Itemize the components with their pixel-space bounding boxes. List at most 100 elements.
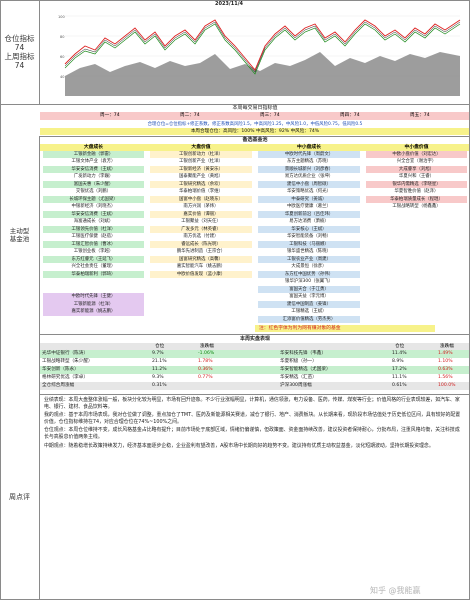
position-label: 仓位指标	[4, 34, 35, 43]
perf-cell: 格林研究优选（李卓）	[42, 375, 88, 380]
perf-row	[40, 366, 470, 374]
pool-cell: 国泰聚能产业（黄旭）	[150, 173, 252, 181]
perf-header-pos-2: 仓位	[395, 344, 405, 349]
formula-line-1: 合理仓位=仓位指标+修正系数，修正系数高风险1.5，中高风险1.25，中风险1.…	[147, 122, 363, 127]
pool-cell: 中欧价值发现（蓝小康）	[150, 270, 252, 279]
perf-cell: 1.78%	[198, 359, 213, 364]
comment-p2: 我的观点：基于本周市场表现，我对仓位做了调整，重点加仓了TMT、医药及新能源相关…	[44, 412, 461, 425]
pool-cell: 银华沪深300（张翼飞）	[258, 278, 360, 286]
pool-cell: 广发多元（林英睿）	[150, 225, 252, 234]
perf-headers: 仓位 涨跌幅 仓位 涨跌幅	[40, 343, 470, 350]
pool-cell: 工银汇智价值（曹冰）	[43, 240, 144, 249]
pool-cell: 长城环保主题（尤国梁）	[43, 195, 144, 204]
perf-cell: 华夏积极（孙一）	[280, 359, 317, 364]
formula-line-2: 本周合理仓位：高风险：100% 中高风险：92% 中风险：74%	[40, 128, 470, 135]
perf-grid: 光华中证银行（陈涛） 9.7% -1.06% 华安科技先锋（韦鑫） 11.4% 1.49%…	[40, 350, 470, 390]
pool-cell: 汇添富价值精选（劳杰男）	[258, 315, 360, 323]
pool-cell: 嘉实新能源（姚志鹏）	[43, 308, 144, 316]
perf-cell: 9.7%	[152, 351, 164, 356]
index-line-green	[64, 23, 461, 75]
pool-cell: 工银战略转型（杨鑫鑫）	[366, 203, 467, 211]
pool-cell: 中欧时代先锋（周蔚文）	[258, 151, 360, 159]
perf-cell: 工银战略转型（朱少醒）	[42, 359, 93, 364]
index-line-red	[64, 19, 461, 71]
pool-headers: 大盘成长 大盘价值 中小盘成长 中小盘价值	[40, 144, 470, 151]
pool-cell: 工银创业板（李越）	[43, 248, 144, 256]
pool-grid: 工银新金融（郭雷） 工银创新动力（杜洋） 中欧时代先锋（周蔚文） 中欧小盘价值（刘宏达…	[40, 151, 470, 323]
pool-cell: 中泰研究（姜诚）	[258, 195, 360, 204]
pool-cell: 国富研究精选（高馨）	[150, 255, 252, 264]
comment-p4: 中期观点：随着稳增长政策持续发力，经济基本面逐步企稳，企业盈利有望改善，A股市场…	[44, 442, 434, 449]
perf-cell: 11.4%	[392, 351, 407, 356]
pool-cell: 中欧小盘价值（刘宏达）	[366, 151, 467, 159]
pool-cell: 工银农业产业（周建）	[258, 255, 360, 264]
daily-tue: 周二：74	[180, 113, 200, 118]
pool-cell: 工银领先价值（杜洋）	[43, 225, 144, 234]
pool-header-small-growth: 中小盘成长	[255, 144, 363, 151]
position-value: 74	[14, 43, 25, 52]
pool-cell: 华安智能装备（刘畅）	[258, 233, 360, 241]
daily-fri: 周五：74	[410, 113, 430, 118]
pool-cell: 华安策略优选（何光）	[258, 188, 360, 196]
index-line-black	[64, 21, 461, 73]
perf-row	[40, 350, 470, 358]
daily-values-row: 周一：74 周二：74 周三：74 周四：74 周五：74	[40, 112, 470, 121]
pool-cell: 工银聚益（刘天任）	[150, 218, 252, 226]
perf-cell: 0.63%	[438, 367, 453, 372]
perf-row	[40, 374, 470, 382]
pool-cell: 华泰柏瑞新利（郭琦）	[43, 270, 144, 279]
pool-cell: 工银科技（马丽娜）	[258, 240, 360, 249]
perf-cell: 沪深300周涨幅	[280, 383, 312, 388]
pool-cell: 中欧时代先锋（王健）	[43, 293, 144, 301]
pool-cell: 嘉实价值（谭丽）	[150, 210, 252, 219]
perf-cell: 华安科技先锋（韦鑫）	[280, 351, 326, 356]
pool-cell: 易方达消费（萧楠）	[258, 218, 360, 226]
position-area	[65, 52, 460, 96]
perf-cell: 0.77%	[198, 375, 213, 380]
perf-row	[40, 382, 470, 390]
pool-cell: 东方主题精选（苏晓）	[258, 158, 360, 166]
last-week-value: 74	[14, 61, 25, 70]
pool-title: 备选基金池	[242, 137, 268, 143]
pool-cell: 华夏智胜价值（赵泽）	[366, 188, 467, 196]
pool-cell: 华安安信消费（王斌）	[43, 165, 144, 174]
perf-cell: 光华中证银行（陈涛）	[42, 351, 88, 356]
pool-cell: 工银文体产业（袁芳）	[43, 158, 144, 166]
pool-cell: 华安核心（王斌）	[258, 225, 360, 234]
perf-cell: 100.0%	[438, 383, 456, 388]
pool-header-large-growth: 大盘成长	[40, 144, 147, 151]
pool-cell: 交银优选（刘鹏）	[43, 188, 144, 196]
fund-pool-label: 主动型 基金池	[9, 227, 30, 243]
last-week-label: 上周指标	[4, 52, 35, 61]
pool-cell: 大成睿享（刘旭）	[366, 165, 467, 174]
perf-header-chg-1: 涨跌幅	[200, 344, 214, 349]
daily-mon: 周一：74	[100, 113, 120, 118]
perf-cell: 11.2%	[152, 367, 167, 372]
pool-cell: 工银研究精选（余欢）	[150, 180, 252, 189]
pool-cell: 睿远成长（陈光明）	[150, 240, 252, 249]
perf-cell: 全仓综合周涨幅	[42, 383, 75, 388]
daily-thu: 周四：74	[340, 113, 360, 118]
pool-cell: 嘉实智能汽车（姚志鹏）	[150, 263, 252, 271]
perf-cell: 21.1%	[152, 359, 167, 364]
pool-cell: 工银创新产业（杜洋）	[150, 158, 252, 166]
pool-cell: 工银新金融（郭雷）	[43, 151, 144, 159]
pool-cell: 东方红中国优势（孙伟）	[258, 270, 360, 279]
perf-cell: 0.61%	[392, 383, 407, 388]
svg-text:100: 100	[58, 15, 65, 19]
perf-cell: 华安智能精选（尤国梁）	[280, 367, 331, 372]
pool-cell: 建信中小盘（周智硕）	[258, 180, 360, 189]
chart-date: 2023/11/4	[215, 1, 244, 7]
comment-body: 业绩表现：本周大盘整体涨幅一般，板块分化较为明显，市场有回升迹象。不少行业涨幅明…	[44, 397, 464, 451]
pool-cell: 银华内需精选（李晓星）	[366, 180, 467, 189]
pool-cell: 中银新经济（刘晓杰）	[43, 203, 144, 211]
pool-cell: 中欧医疗健康（葛兰）	[258, 203, 360, 211]
pool-cell: 东方红睿元（王延飞）	[43, 255, 144, 264]
pool-header-large-value: 大盘价值	[147, 144, 255, 151]
pool-cell: 工银新经济（黄安乐）	[150, 165, 252, 174]
comment-label-cell: 周点评	[0, 394, 40, 600]
perf-header-chg-2: 涨跌幅	[440, 344, 454, 349]
position-label-cell: 仓位指标 74 上周指标 74	[0, 0, 40, 104]
comment-label: 周点评	[9, 493, 30, 501]
